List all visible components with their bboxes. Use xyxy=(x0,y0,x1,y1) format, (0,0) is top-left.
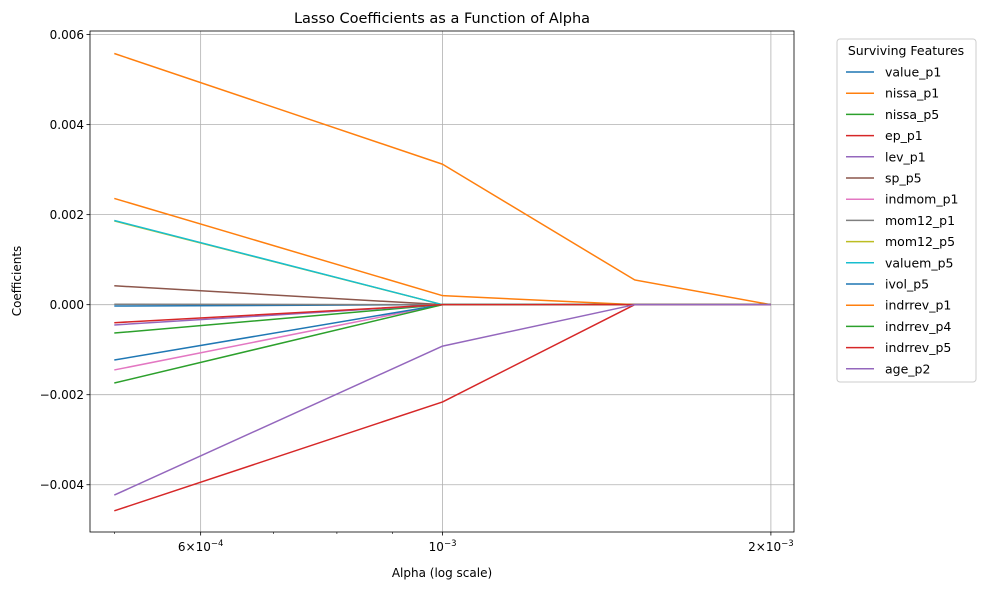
legend-label: value_p1 xyxy=(885,65,941,80)
x-axis-label: Alpha (log scale) xyxy=(392,566,492,580)
plot-frame xyxy=(89,30,795,533)
y-axis-label: Coefficients xyxy=(10,246,24,317)
legend-items: value_p1 nissa_p1 nissa_p5 ep_p1 lev_p1 sp_p5… xyxy=(846,65,958,376)
legend-label: nissa_p1 xyxy=(885,86,939,101)
legend-label: sp_p5 xyxy=(885,171,922,186)
series-line-age-p2 xyxy=(113,303,771,496)
legend-label: mom12_p1 xyxy=(885,213,955,228)
y-tick-label: −0.004 xyxy=(40,478,84,492)
series-line-nissa-p1 xyxy=(114,52,772,306)
legend-title: Surviving Features xyxy=(848,43,964,58)
legend-label: lev_p1 xyxy=(885,149,926,164)
legend-label: mom12_p5 xyxy=(885,234,955,249)
chart-title: Lasso Coefficients as a Function of Alph… xyxy=(294,11,590,27)
legend-label: valuem_p5 xyxy=(885,255,953,270)
y-tick-label: 0.006 xyxy=(50,28,84,42)
x-tick-label: 6×10−4 xyxy=(178,539,224,554)
legend-label: age_p2 xyxy=(885,361,930,376)
y-axis: 0.006 0.004 0.002 0.000 −0.002 −0.004 xyxy=(40,28,90,492)
legend-label: indmom_p1 xyxy=(885,192,958,207)
y-tick-label: 0.000 xyxy=(50,298,84,312)
y-tick-label: 0.002 xyxy=(50,208,84,222)
y-tick-label: 0.004 xyxy=(50,118,84,132)
legend-label: indrrev_p4 xyxy=(885,319,951,334)
x-tick-label: 2×10−3 xyxy=(748,539,794,554)
x-axis: 6×10−4 10−3 2×10−3 xyxy=(113,532,794,554)
legend-label: ivol_p5 xyxy=(885,277,929,292)
legend-label: indrrev_p1 xyxy=(885,298,951,313)
legend: Surviving Features value_p1 nissa_p1nissa… xyxy=(836,38,977,383)
x-tick-label: 10−3 xyxy=(429,539,457,554)
legend-label: ep_p1 xyxy=(885,128,923,143)
legend-label: indrrev_p5 xyxy=(885,340,951,355)
legend-box xyxy=(836,38,977,383)
legend-label: nissa_p5 xyxy=(885,107,939,122)
series-lines xyxy=(113,52,772,512)
y-tick-label: −0.002 xyxy=(40,388,84,402)
